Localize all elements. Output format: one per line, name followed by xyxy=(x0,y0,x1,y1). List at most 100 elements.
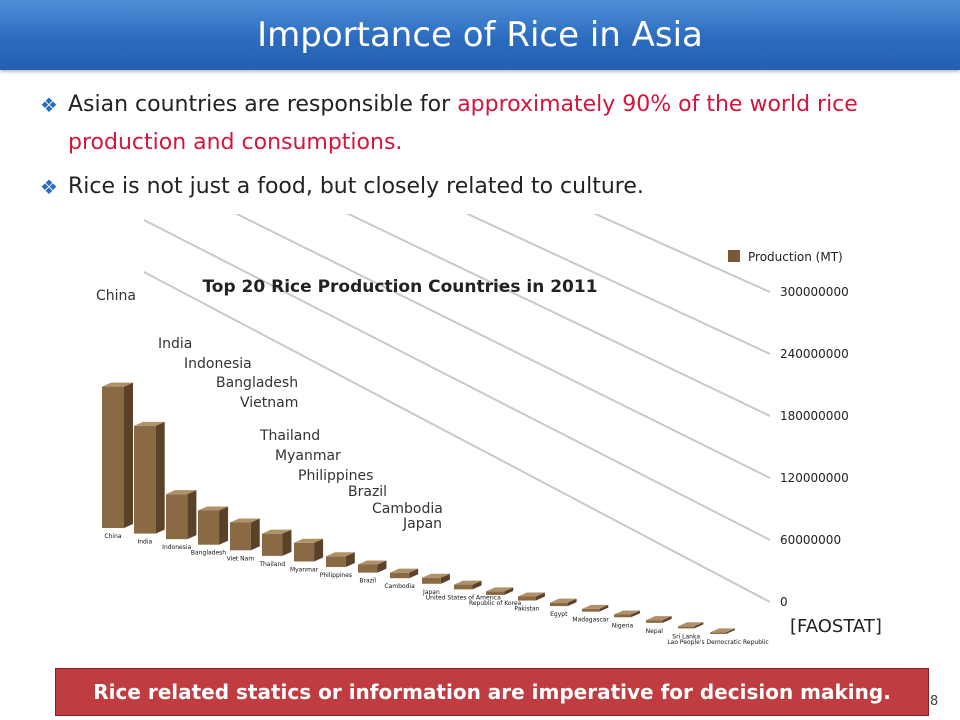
page-number: 8 xyxy=(930,694,939,709)
x-tick-label: Egypt xyxy=(550,611,568,618)
bar-top xyxy=(262,529,292,534)
bar-side xyxy=(124,382,133,528)
bar-side xyxy=(726,628,735,634)
gridline xyxy=(593,214,771,293)
bar-front xyxy=(678,626,695,629)
bar xyxy=(710,628,735,634)
bar-front xyxy=(134,425,156,534)
bar xyxy=(486,587,514,595)
bar-side xyxy=(155,421,165,534)
country-annotation: Brazil xyxy=(348,484,387,500)
bar-side xyxy=(535,592,545,601)
diamond-bullet-icon: ❖ xyxy=(40,93,58,117)
bar-top xyxy=(582,604,609,609)
rice-production-chart: 300000000 240000000 180000000 120000000 6000… xyxy=(96,214,849,646)
bar-front xyxy=(198,510,220,545)
bar-top xyxy=(102,382,133,387)
bar xyxy=(646,616,672,623)
bullet-item: ❖ Rice is not just a food, but closely r… xyxy=(40,168,950,206)
gridline xyxy=(143,219,771,541)
x-tick-label: Philippines xyxy=(320,572,352,579)
bar-front xyxy=(454,584,473,590)
country-annotation: Japan xyxy=(402,516,442,532)
bar-top xyxy=(134,421,165,426)
bar-top xyxy=(710,628,735,633)
chart-gridlines: 300000000 240000000 180000000 120000000 6000… xyxy=(143,214,849,609)
conclusion-banner: Rice related statics or information are … xyxy=(55,668,929,716)
chart-annotations: China India Indonesia Bangladesh Vietnam Thai… xyxy=(96,288,443,532)
bar-side xyxy=(472,580,482,590)
title-bar: Importance of Rice in Asia xyxy=(0,0,960,70)
bar xyxy=(198,506,229,545)
bar-front xyxy=(422,577,441,584)
legend-label: Production (MT) xyxy=(748,250,843,264)
bar-front xyxy=(646,620,663,623)
bar-top xyxy=(198,506,229,511)
country-annotation: Thailand xyxy=(259,428,320,444)
x-tick-label: Nepal xyxy=(646,628,664,635)
bar-side xyxy=(377,560,387,573)
bullet-item: ❖ Asian countries are responsible for ap… xyxy=(40,86,950,162)
y-tick-label: 60000000 xyxy=(780,533,841,547)
bar-top xyxy=(294,538,324,543)
y-tick-label: 120000000 xyxy=(780,471,849,485)
country-annotation: Bangladesh xyxy=(216,375,298,391)
bar xyxy=(262,529,292,556)
bar-front xyxy=(582,608,600,612)
bar-side xyxy=(662,616,672,623)
chart-legend: Production (MT) xyxy=(728,250,843,264)
bar-side xyxy=(282,529,292,556)
country-annotation: India xyxy=(158,336,192,352)
bar-top xyxy=(390,568,419,573)
bar xyxy=(582,604,609,612)
bar xyxy=(166,490,197,540)
country-annotation: Vietnam xyxy=(240,395,298,411)
bar-side xyxy=(250,518,260,551)
diamond-bullet-icon: ❖ xyxy=(40,175,58,199)
bar xyxy=(358,560,387,573)
x-tick-label: Bangladesh xyxy=(191,550,226,557)
bar xyxy=(614,610,640,618)
x-tick-label: Thailand xyxy=(258,561,285,568)
bar-side xyxy=(630,610,640,618)
x-tick-label: United States of America xyxy=(426,594,501,601)
gridline xyxy=(465,214,771,355)
country-annotation: China xyxy=(96,288,136,304)
x-tick-label: Myanmar xyxy=(290,566,319,573)
x-tick-label: Cambodia xyxy=(384,583,415,590)
bar xyxy=(390,568,419,579)
bar-top xyxy=(486,587,514,592)
bar xyxy=(294,538,324,562)
country-annotation: Philippines xyxy=(298,468,373,484)
bar-front xyxy=(102,386,124,528)
x-tick-label: Brazil xyxy=(359,578,376,585)
slide-title: Importance of Rice in Asia xyxy=(257,15,703,55)
bar-side xyxy=(187,490,197,540)
source-label: [FAOSTAT] xyxy=(790,616,882,637)
bar-front xyxy=(358,564,378,573)
bar-front xyxy=(262,533,283,556)
bar-front xyxy=(230,522,251,551)
country-annotation: Indonesia xyxy=(184,356,252,372)
y-tick-label: 240000000 xyxy=(780,347,849,361)
bar-top xyxy=(678,622,704,627)
gridline xyxy=(234,214,771,479)
x-tick-label: Sri Lanka xyxy=(672,633,700,640)
bar xyxy=(102,382,133,528)
gridline xyxy=(143,271,771,603)
bar-front xyxy=(550,602,568,607)
bar-top xyxy=(454,580,482,585)
bar-front xyxy=(614,614,631,618)
bar xyxy=(550,598,577,607)
bar xyxy=(454,580,482,590)
chart-title: Top 20 Rice Production Countries in 2011 xyxy=(202,277,597,297)
x-tick-label: Madagascar xyxy=(572,617,609,624)
bullet-text: Asian countries are responsible for xyxy=(68,92,458,117)
legend-swatch xyxy=(728,250,740,262)
bar-front xyxy=(294,542,315,562)
bullet-list: ❖ Asian countries are responsible for ap… xyxy=(40,86,950,206)
bar-front xyxy=(518,596,536,601)
bar-side xyxy=(504,587,514,595)
x-tick-label: Pakistan xyxy=(514,606,539,613)
x-tick-label: China xyxy=(104,533,121,540)
